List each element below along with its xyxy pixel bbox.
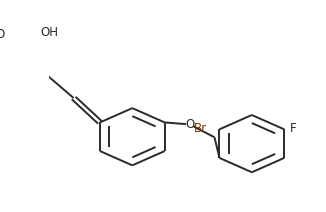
Text: F: F [290, 122, 296, 135]
Text: OH: OH [40, 26, 58, 39]
Text: Br: Br [194, 122, 207, 135]
Text: O: O [0, 28, 5, 41]
Text: O: O [185, 118, 194, 131]
